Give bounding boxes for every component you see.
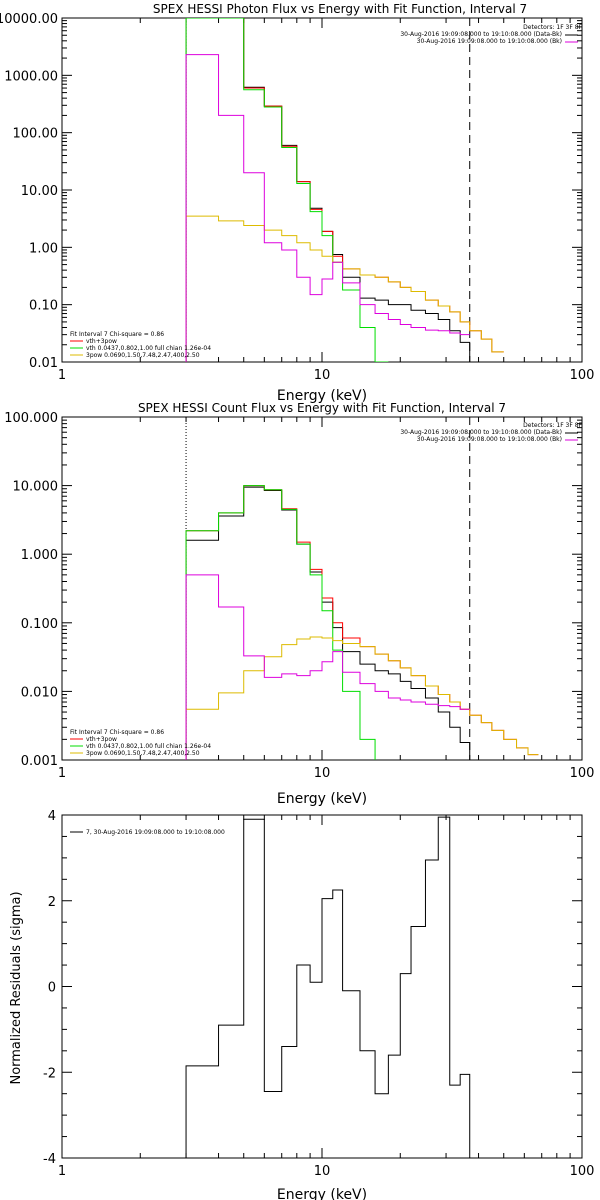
x-tick-label: 10 xyxy=(314,368,331,383)
photon-flux-panel: SPEX HESSI Photon Flux vs Energy with Fi… xyxy=(0,2,594,404)
x-tick-label: 100 xyxy=(570,1164,595,1179)
series-data xyxy=(185,18,471,362)
panel2-xlabel: Energy (keV) xyxy=(277,791,367,807)
panel1-detectors: Detectors: 1F 3F 8F xyxy=(523,24,582,31)
x-tick-label: 1 xyxy=(58,1164,66,1179)
y-tick-label: 1.000 xyxy=(21,548,58,563)
panel2-detectors: Detectors: 1F 3F 8F xyxy=(523,422,582,429)
series-Bk xyxy=(185,54,470,362)
panel2-datarange: 30-Aug-2016 19:09:08.000 to 19:10:08.000… xyxy=(400,429,562,436)
panel2-fit-line-4: 3pow 0.0690,1.50,7.48,2.47,400,2.50 xyxy=(86,750,200,757)
panel1-fit-line-2: vth+3pow xyxy=(86,338,117,345)
y-tick-label: 10.00 xyxy=(21,184,58,199)
panel1-title: SPEX HESSI Photon Flux vs Energy with Fi… xyxy=(153,2,527,16)
plot-frame-0 xyxy=(61,17,583,363)
panel1-fit-line-1: Fit Interval 7 Chi-square = 0.86 xyxy=(70,331,164,338)
y-tick-label: -4 xyxy=(43,1152,56,1167)
y-tick-label: -2 xyxy=(43,1066,56,1081)
series-data xyxy=(185,486,471,760)
panel2-fit-line-1: Fit Interval 7 Chi-square = 0.86 xyxy=(70,729,164,736)
x-tick-label: 100 xyxy=(570,766,595,781)
series-vth+3pow xyxy=(185,18,504,362)
x-tick-label: 100 xyxy=(570,368,595,383)
panel1-fit-line-4: 3pow 0.0690,1.50,7.48,2.47,400,2.50 xyxy=(86,352,200,359)
series-3pow xyxy=(185,215,504,362)
series-vth+3pow xyxy=(185,485,539,760)
series-vth xyxy=(185,485,376,760)
x-tick-label: 10 xyxy=(314,1164,331,1179)
y-tick-label: 1.00 xyxy=(29,241,58,256)
plot-frame-2 xyxy=(61,814,583,1159)
y-tick-label: 0.10 xyxy=(29,299,58,314)
panel3-xlabel: Energy (keV) xyxy=(277,1187,367,1200)
series-Bk xyxy=(185,574,470,760)
y-tick-label: 0.01 xyxy=(29,356,58,371)
y-tick-label: 0.100 xyxy=(21,617,58,632)
x-tick-label: 1 xyxy=(58,766,66,781)
panel2-fit-line-3: vth 0.0437,0.802,1.00 full chian 1.26e-0… xyxy=(86,743,211,750)
y-tick-label: 0.001 xyxy=(21,754,58,769)
y-tick-label: 10.000 xyxy=(13,480,59,495)
panel1-datarange: 30-Aug-2016 19:09:08.000 to 19:10:08.000… xyxy=(400,31,562,38)
x-tick-label: 1 xyxy=(58,368,66,383)
y-tick-label: 10000.00 xyxy=(0,12,58,27)
y-tick-label: 100.00 xyxy=(13,127,59,142)
residuals-panel: Normalized Residuals (sigma) Energy (keV… xyxy=(9,809,594,1200)
count-flux-panel: SPEX HESSI Count Flux vs Energy with Fit… xyxy=(4,401,594,807)
x-tick-label: 10 xyxy=(314,766,331,781)
panel2-title: SPEX HESSI Count Flux vs Energy with Fit… xyxy=(138,401,506,415)
y-tick-label: 4 xyxy=(48,809,56,824)
y-tick-label: 0 xyxy=(48,981,56,996)
y-tick-label: 100.000 xyxy=(4,411,58,426)
panel3-legend-text: 7, 30-Aug-2016 19:09:08.000 to 19:10:08.… xyxy=(86,829,225,836)
panel1-fit-line-3: vth 0.0437,0.802,1.00 full chian 1.26e-0… xyxy=(86,345,211,352)
series-residuals xyxy=(185,816,471,1158)
y-tick-label: 0.010 xyxy=(21,685,58,700)
series-3pow xyxy=(185,636,539,760)
y-tick-label: 2 xyxy=(48,895,56,910)
series-vth xyxy=(185,18,389,362)
panel3-ylabel: Normalized Residuals (sigma) xyxy=(9,891,24,1084)
panel1-bkrange: 30-Aug-2016 19:09:08.000 to 19:10:08.000… xyxy=(417,38,562,45)
y-tick-label: 1000.00 xyxy=(4,69,58,84)
panel1-xlabel: Energy (keV) xyxy=(277,388,367,404)
panel2-bkrange: 30-Aug-2016 19:09:08.000 to 19:10:08.000… xyxy=(417,436,562,443)
panel2-fit-line-2: vth+3pow xyxy=(86,736,117,743)
